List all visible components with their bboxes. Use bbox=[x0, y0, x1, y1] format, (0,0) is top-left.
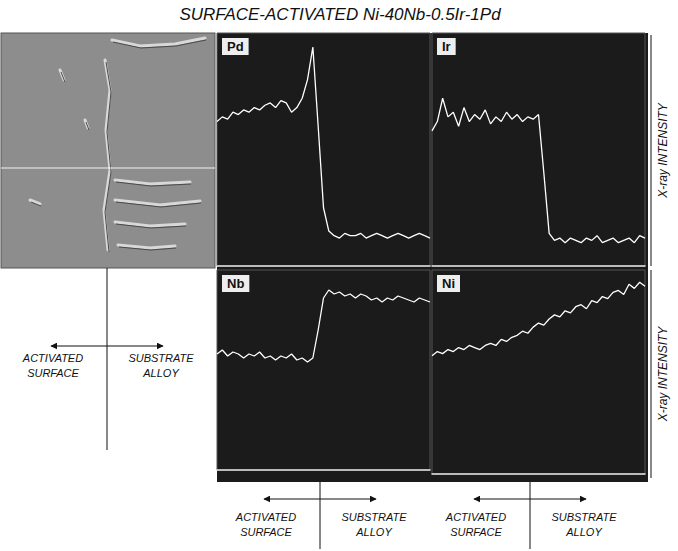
svg-text:SURFACE: SURFACE bbox=[240, 526, 292, 538]
svg-text:ACTIVATED: ACTIVATED bbox=[22, 352, 83, 364]
svg-text:Ir: Ir bbox=[442, 39, 451, 54]
svg-text:ALLOY: ALLOY bbox=[565, 526, 602, 538]
svg-text:X-ray INTENSITY: X-ray INTENSITY bbox=[656, 326, 670, 423]
svg-text:ACTIVATED: ACTIVATED bbox=[235, 511, 296, 523]
svg-text:Pd: Pd bbox=[227, 39, 244, 54]
svg-text:Nb: Nb bbox=[227, 276, 244, 291]
svg-text:SURFACE: SURFACE bbox=[450, 526, 502, 538]
svg-text:SUBSTRATE: SUBSTRATE bbox=[341, 511, 407, 523]
svg-text:SURFACE-ACTIVATED Ni-40Nb-0.5I: SURFACE-ACTIVATED Ni-40Nb-0.5Ir-1Pd bbox=[179, 5, 501, 24]
svg-text:ACTIVATED: ACTIVATED bbox=[445, 511, 506, 523]
svg-text:SUBSTRATE: SUBSTRATE bbox=[551, 511, 617, 523]
svg-text:Ni: Ni bbox=[442, 276, 455, 291]
svg-text:X-ray INTENSITY: X-ray INTENSITY bbox=[656, 102, 670, 199]
svg-text:ALLOY: ALLOY bbox=[142, 367, 179, 379]
svg-text:SURFACE: SURFACE bbox=[27, 367, 79, 379]
svg-text:SUBSTRATE: SUBSTRATE bbox=[128, 352, 194, 364]
svg-text:ALLOY: ALLOY bbox=[355, 526, 392, 538]
